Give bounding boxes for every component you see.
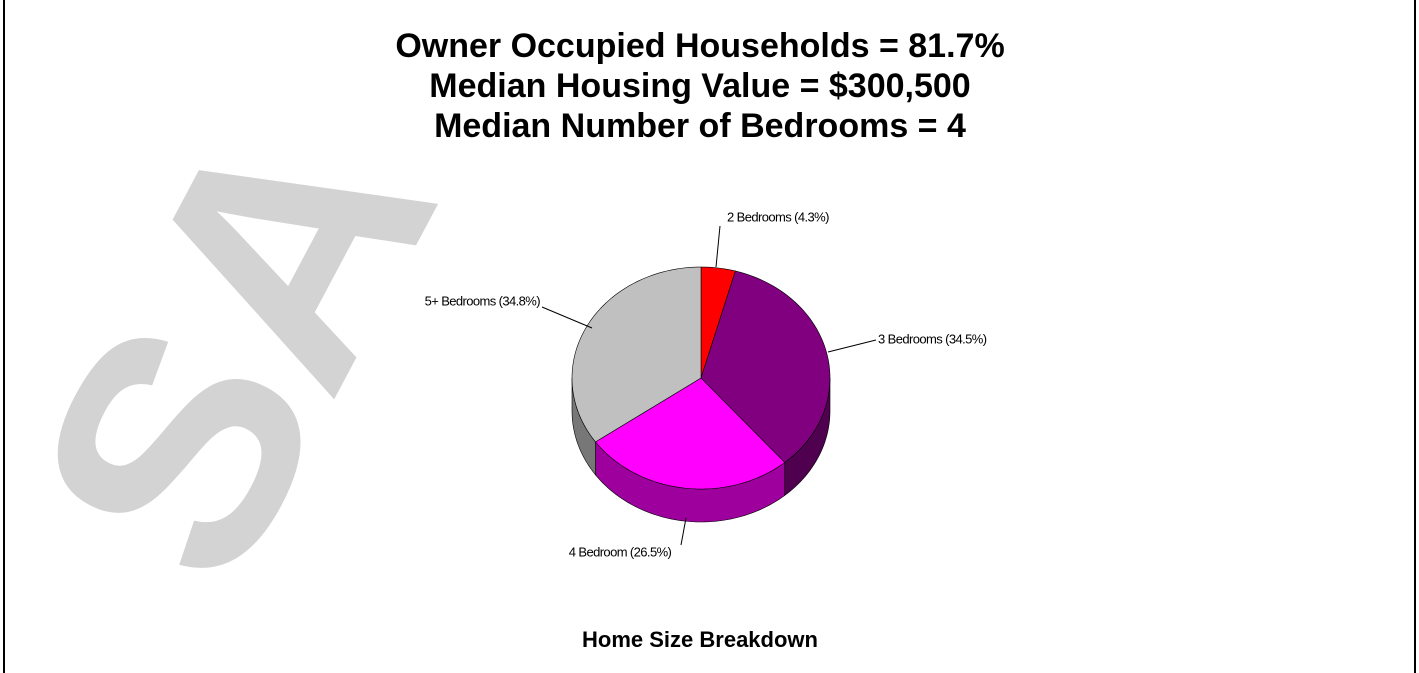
data-label: 4 Bedroom (26.5%) (569, 544, 672, 559)
pie-slice (571, 266, 702, 443)
data-label: 3 Bedrooms (34.5%) (878, 331, 987, 346)
data-label: 2 Bedrooms (4.3%) (727, 209, 829, 224)
leader-line (541, 306, 593, 329)
leader-line (827, 339, 877, 353)
title-line: Median Number of Bedrooms = 4 (434, 107, 966, 145)
leader-line (715, 225, 721, 268)
caption: Home Size Breakdown (582, 627, 818, 652)
pie-slice (700, 266, 736, 379)
title-line: Owner Occupied Households = 81.7% (395, 27, 1004, 65)
frame (3, 0, 1416, 673)
pie-slice (700, 270, 831, 463)
pie-slice (595, 377, 786, 490)
data-label: 5+ Bedrooms (34.8%) (425, 293, 541, 308)
leader-line (680, 517, 687, 546)
title-line: Median Housing Value = $300,500 (429, 67, 970, 105)
